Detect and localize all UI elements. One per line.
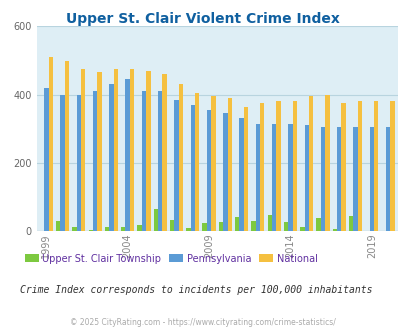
- Text: © 2025 CityRating.com - https://www.cityrating.com/crime-statistics/: © 2025 CityRating.com - https://www.city…: [70, 318, 335, 327]
- Bar: [113, 69, 118, 231]
- Bar: [137, 225, 141, 231]
- Bar: [158, 91, 162, 231]
- Bar: [227, 98, 231, 231]
- Bar: [243, 107, 247, 231]
- Bar: [223, 114, 227, 231]
- Bar: [336, 127, 341, 231]
- Bar: [373, 101, 377, 231]
- Bar: [65, 60, 69, 231]
- Bar: [315, 218, 320, 231]
- Bar: [207, 110, 211, 231]
- Bar: [369, 127, 373, 231]
- Bar: [97, 73, 102, 231]
- Bar: [178, 84, 183, 231]
- Bar: [267, 215, 271, 231]
- Bar: [324, 95, 329, 231]
- Bar: [146, 71, 150, 231]
- Bar: [357, 101, 361, 231]
- Bar: [352, 127, 357, 231]
- Bar: [109, 84, 113, 231]
- Bar: [304, 125, 308, 231]
- Bar: [288, 124, 292, 231]
- Bar: [130, 69, 134, 231]
- Bar: [276, 101, 280, 231]
- Bar: [389, 101, 394, 231]
- Bar: [251, 221, 255, 231]
- Bar: [194, 93, 199, 231]
- Bar: [271, 124, 276, 231]
- Bar: [255, 124, 260, 231]
- Bar: [292, 101, 296, 231]
- Bar: [72, 227, 77, 231]
- Bar: [125, 79, 130, 231]
- Bar: [308, 96, 313, 231]
- Bar: [385, 127, 389, 231]
- Bar: [332, 229, 336, 231]
- Bar: [56, 221, 60, 231]
- Bar: [88, 230, 93, 231]
- Bar: [48, 57, 53, 231]
- Bar: [320, 127, 324, 231]
- Bar: [348, 216, 352, 231]
- Bar: [170, 220, 174, 231]
- Bar: [141, 91, 146, 231]
- Bar: [260, 103, 264, 231]
- Bar: [211, 96, 215, 231]
- Bar: [190, 105, 194, 231]
- Bar: [162, 74, 166, 231]
- Bar: [81, 69, 85, 231]
- Bar: [153, 209, 158, 231]
- Bar: [60, 95, 65, 231]
- Bar: [218, 222, 223, 231]
- Bar: [186, 228, 190, 231]
- Bar: [283, 222, 288, 231]
- Text: Upper St. Clair Violent Crime Index: Upper St. Clair Violent Crime Index: [66, 12, 339, 25]
- Bar: [341, 103, 345, 231]
- Text: Crime Index corresponds to incidents per 100,000 inhabitants: Crime Index corresponds to incidents per…: [20, 285, 372, 295]
- Bar: [44, 88, 48, 231]
- Bar: [239, 118, 243, 231]
- Bar: [104, 227, 109, 231]
- Bar: [174, 100, 178, 231]
- Legend: Upper St. Clair Township, Pennsylvania, National: Upper St. Clair Township, Pennsylvania, …: [21, 249, 320, 267]
- Bar: [77, 95, 81, 231]
- Bar: [202, 223, 207, 231]
- Bar: [299, 227, 304, 231]
- Bar: [93, 91, 97, 231]
- Bar: [234, 217, 239, 231]
- Bar: [121, 227, 125, 231]
